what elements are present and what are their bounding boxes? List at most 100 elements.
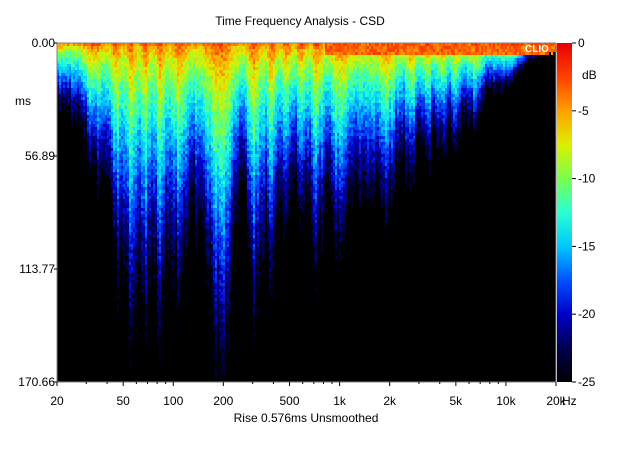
heatmap-cell: [187, 214, 189, 217]
heatmap-cell: [167, 127, 169, 130]
heatmap-cell: [217, 43, 219, 46]
heatmap-cell: [89, 130, 91, 133]
heatmap-cell: [97, 190, 99, 193]
heatmap-cell: [141, 58, 143, 61]
heatmap-cell: [73, 61, 75, 64]
heatmap-cell: [79, 112, 81, 115]
heatmap-cell: [113, 124, 115, 127]
heatmap-cell: [127, 157, 129, 160]
heatmap-cell: [109, 106, 111, 109]
heatmap-cell: [103, 163, 105, 166]
heatmap-cell: [185, 217, 187, 220]
heatmap-cell: [199, 133, 201, 136]
heatmap-cell: [175, 154, 177, 157]
heatmap-cell: [197, 145, 199, 148]
heatmap-cell: [131, 286, 133, 289]
heatmap-cell: [215, 325, 217, 328]
heatmap-cell: [155, 211, 157, 214]
heatmap-cell: [99, 136, 101, 139]
heatmap-cell: [71, 85, 73, 88]
heatmap-cell: [73, 109, 75, 112]
heatmap-cell: [117, 196, 119, 199]
heatmap-cell: [159, 142, 161, 145]
heatmap-cell: [215, 277, 217, 280]
heatmap-cell: [161, 166, 163, 169]
heatmap-cell: [159, 82, 161, 85]
heatmap-cell: [163, 193, 165, 196]
heatmap-cell: [125, 58, 127, 61]
heatmap-cell: [69, 91, 71, 94]
heatmap-cell: [197, 190, 199, 193]
heatmap-cell: [189, 91, 191, 94]
heatmap-cell: [193, 61, 195, 64]
heatmap-cell: [141, 220, 143, 223]
heatmap-cell: [193, 124, 195, 127]
heatmap-cell: [109, 136, 111, 139]
heatmap-cell: [185, 259, 187, 262]
heatmap-cell: [95, 64, 97, 67]
heatmap-cell: [125, 76, 127, 79]
heatmap-cell: [161, 109, 163, 112]
heatmap-cell: [163, 196, 165, 199]
heatmap-cell: [173, 244, 175, 247]
heatmap-cell: [89, 142, 91, 145]
heatmap-cell: [157, 130, 159, 133]
heatmap-cell: [153, 178, 155, 181]
heatmap-cell: [131, 118, 133, 121]
heatmap-cell: [95, 55, 97, 58]
heatmap-cell: [201, 190, 203, 193]
heatmap-cell: [149, 58, 151, 61]
heatmap-cell: [145, 199, 147, 202]
heatmap-cell: [113, 211, 115, 214]
heatmap-cell: [65, 61, 67, 64]
heatmap-cell: [183, 163, 185, 166]
heatmap-cell: [157, 304, 159, 307]
heatmap-cell: [157, 349, 159, 352]
heatmap-cell: [111, 196, 113, 199]
heatmap-cell: [215, 301, 217, 304]
heatmap-cell: [75, 106, 77, 109]
heatmap-cell: [127, 175, 129, 178]
heatmap-cell: [151, 136, 153, 139]
heatmap-cell: [213, 142, 215, 145]
heatmap-cell: [173, 238, 175, 241]
heatmap-cell: [171, 244, 173, 247]
heatmap-cell: [197, 166, 199, 169]
heatmap-cell: [167, 133, 169, 136]
heatmap-cell: [109, 172, 111, 175]
heatmap-cell: [191, 136, 193, 139]
heatmap-cell: [99, 115, 101, 118]
heatmap-cell: [101, 85, 103, 88]
heatmap-cell: [57, 94, 59, 97]
heatmap-cell: [133, 145, 135, 148]
heatmap-cell: [161, 142, 163, 145]
heatmap-cell: [147, 106, 149, 109]
heatmap-cell: [103, 106, 105, 109]
heatmap-cell: [177, 277, 179, 280]
heatmap-cell: [173, 106, 175, 109]
heatmap-cell: [129, 148, 131, 151]
heatmap-cell: [161, 52, 163, 55]
heatmap-cell: [185, 253, 187, 256]
heatmap-cell: [155, 226, 157, 229]
heatmap-cell: [75, 85, 77, 88]
heatmap-cell: [139, 172, 141, 175]
heatmap-cell: [157, 250, 159, 253]
heatmap-cell: [169, 121, 171, 124]
heatmap-cell: [183, 64, 185, 67]
heatmap-cell: [163, 241, 165, 244]
heatmap-cell: [67, 49, 69, 52]
heatmap-cell: [125, 205, 127, 208]
heatmap-cell: [215, 220, 217, 223]
heatmap-cell: [177, 49, 179, 52]
heatmap-cell: [133, 124, 135, 127]
heatmap-cell: [59, 94, 61, 97]
heatmap-cell: [163, 157, 165, 160]
heatmap-cell: [123, 211, 125, 214]
heatmap-cell: [65, 52, 67, 55]
heatmap-cell: [117, 271, 119, 274]
heatmap-cell: [177, 238, 179, 241]
heatmap-cell: [151, 250, 153, 253]
heatmap-cell: [131, 52, 133, 55]
heatmap-cell: [131, 160, 133, 163]
